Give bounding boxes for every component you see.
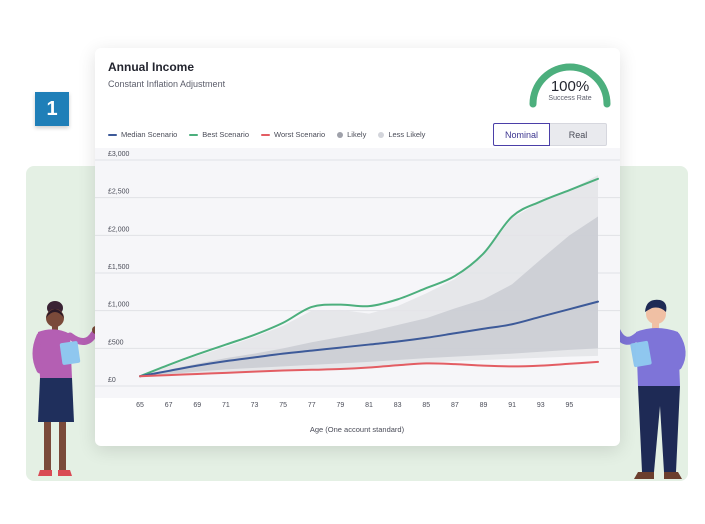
legend-item-best: Best Scenario bbox=[189, 130, 249, 139]
nominal-toggle-button[interactable]: Nominal bbox=[493, 123, 550, 146]
x-tick-label: 67 bbox=[165, 402, 173, 409]
legend-item-median: Median Scenario bbox=[108, 130, 177, 139]
x-tick-label: 95 bbox=[565, 402, 573, 409]
success-rate-gauge bbox=[529, 63, 611, 108]
x-tick-label: 75 bbox=[279, 402, 287, 409]
y-tick-label: £2,500 bbox=[108, 189, 130, 196]
y-tick-label: £3,000 bbox=[108, 151, 130, 158]
card-title: Annual Income bbox=[108, 60, 195, 74]
x-tick-label: 87 bbox=[451, 402, 459, 409]
card-subtitle: Constant Inflation Adjustment bbox=[108, 79, 226, 89]
legend-swatch-worst bbox=[261, 133, 270, 136]
success-rate-label: Success Rate bbox=[548, 95, 592, 102]
y-tick-label: £0 bbox=[108, 377, 116, 384]
legend-label-less-likely: Less Likely bbox=[388, 130, 426, 139]
success-rate-gauge-fill bbox=[529, 63, 611, 108]
y-tick-label: £2,000 bbox=[108, 226, 130, 233]
band-likely bbox=[140, 216, 598, 377]
man-illustration bbox=[611, 299, 686, 479]
legend-item-worst: Worst Scenario bbox=[261, 130, 325, 139]
step-number-badge: 1 bbox=[35, 92, 69, 126]
x-tick-label: 77 bbox=[308, 402, 316, 409]
real-toggle-button[interactable]: Real bbox=[550, 123, 607, 146]
x-axis-label: Age (One account standard) bbox=[310, 425, 405, 434]
legend-label-worst: Worst Scenario bbox=[274, 130, 326, 139]
legend-swatch-best bbox=[189, 133, 199, 136]
x-tick-label: 71 bbox=[222, 402, 230, 409]
legend-swatch-median bbox=[108, 133, 117, 136]
legend-item-less-likely: Less Likely bbox=[378, 130, 425, 139]
x-tick-label: 83 bbox=[394, 402, 402, 409]
series-line-best-scenario bbox=[139, 177, 599, 378]
legend-label-best: Best Scenario bbox=[202, 130, 249, 139]
x-tick-label: 65 bbox=[136, 402, 144, 409]
y-tick-label: £500 bbox=[108, 339, 124, 346]
legend-swatch-likely bbox=[337, 131, 344, 138]
x-tick-label: 73 bbox=[251, 402, 259, 409]
legend-label-median: Median Scenario bbox=[121, 130, 178, 139]
series-line-median-scenario bbox=[139, 300, 599, 378]
legend-item-likely: Likely bbox=[337, 130, 366, 139]
x-tick-label: 85 bbox=[422, 402, 430, 409]
income-chart: £3,000 £2,500 £2,000 £1,500 £1,000 £500 £0 65 67… bbox=[95, 148, 620, 434]
nominal-real-toggle: Nominal Real bbox=[493, 123, 607, 146]
x-tick-label: 93 bbox=[537, 402, 545, 409]
x-tick-label: 89 bbox=[480, 402, 488, 409]
legend-label-likely: Likely bbox=[347, 130, 367, 139]
chart-legend: Median Scenario Best Scenario Worst Scen… bbox=[108, 130, 425, 139]
x-tick-label: 69 bbox=[193, 402, 201, 409]
success-rate-value: 100% bbox=[550, 78, 590, 95]
annual-income-card: Annual Income Constant Inflation Adjustm… bbox=[95, 48, 620, 446]
x-tick-label: 91 bbox=[508, 402, 516, 409]
y-tick-label: £1,000 bbox=[108, 302, 130, 309]
y-tick-label: £1,500 bbox=[108, 264, 130, 271]
series-line-worst-scenario bbox=[139, 360, 599, 378]
woman-illustration bbox=[32, 301, 100, 476]
legend-swatch-less-likely bbox=[378, 131, 385, 138]
x-tick-label: 79 bbox=[336, 402, 344, 409]
x-tick-label: 81 bbox=[365, 402, 373, 409]
